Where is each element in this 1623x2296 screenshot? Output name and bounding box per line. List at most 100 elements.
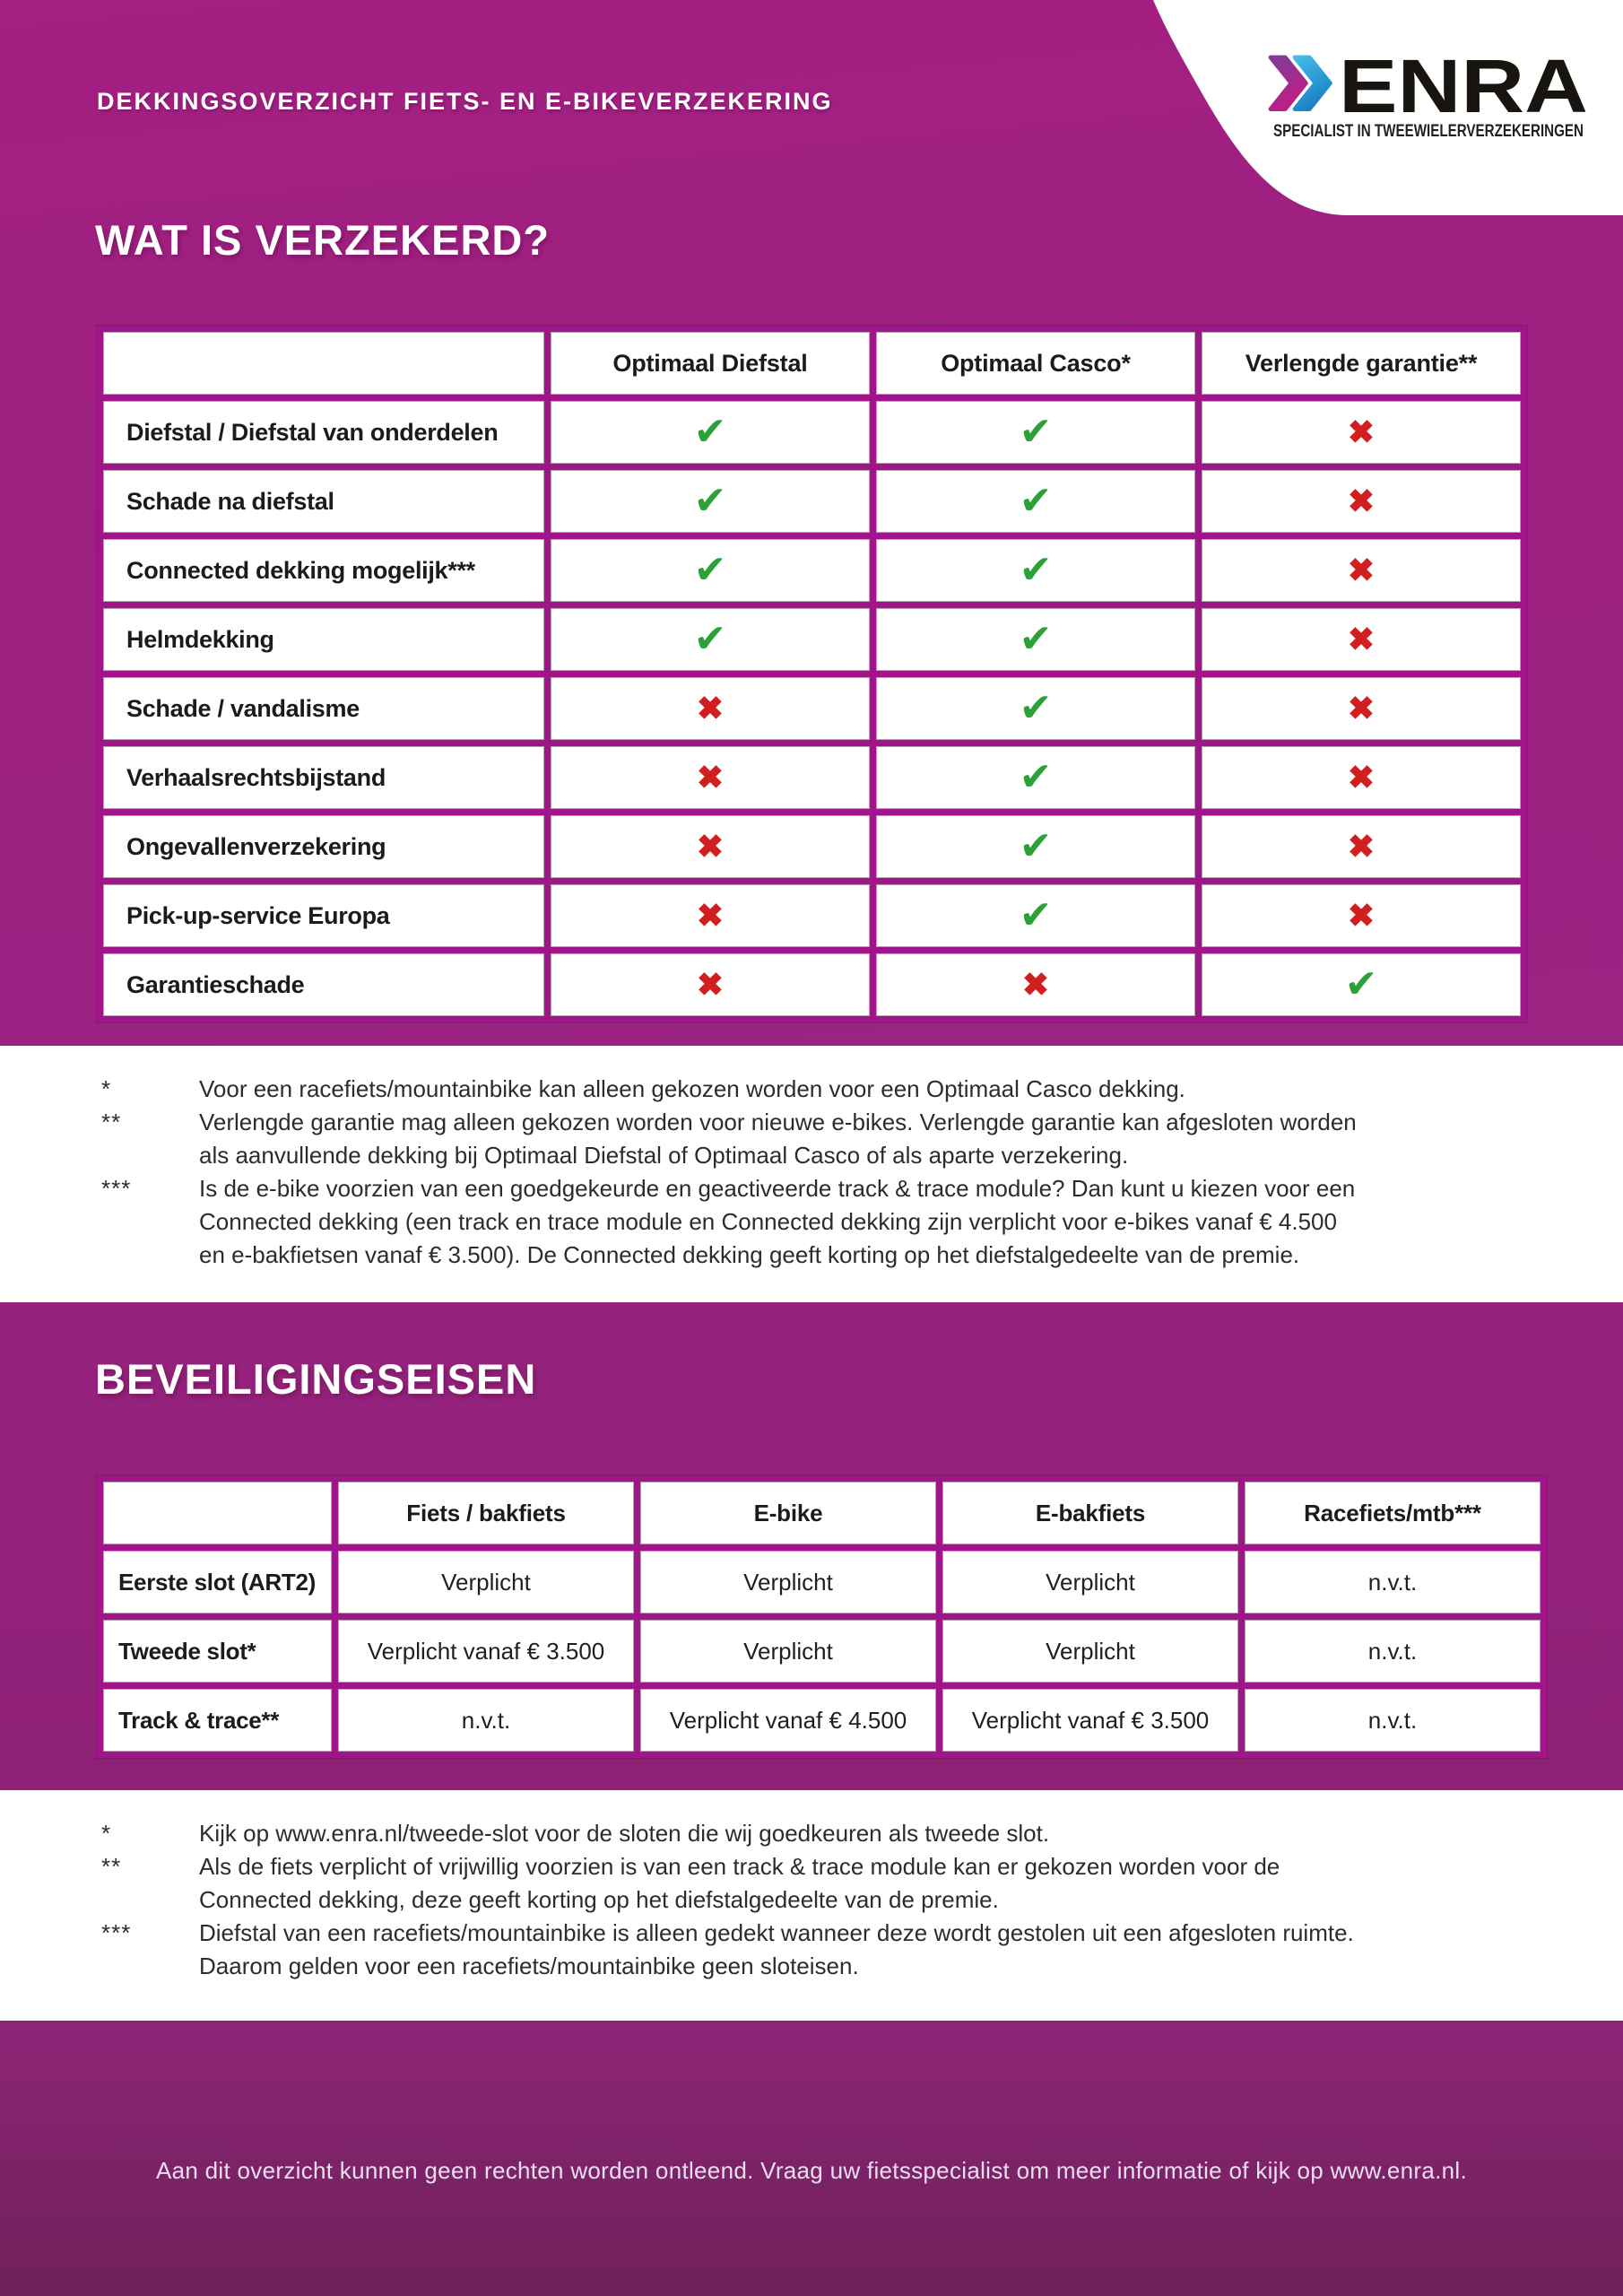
cross-icon: ✖	[696, 690, 725, 726]
check-icon: ✔	[1019, 755, 1053, 799]
cross-icon: ✖	[1347, 552, 1376, 588]
check-icon: ✔	[693, 548, 727, 592]
cross-icon: ✖	[1347, 897, 1376, 934]
coverage-row-label: Ongevallenverzekering	[103, 815, 544, 878]
footnote-marker: ***	[101, 1919, 132, 1946]
cross-icon: ✖	[1021, 966, 1050, 1003]
footnotes-section-1: * Voor een racefiets/mountainbike kan al…	[0, 1073, 1623, 1272]
section1-heading: WAT IS VERZEKERD?	[95, 216, 551, 264]
security-cell: n.v.t.	[338, 1689, 634, 1752]
coverage-cell: ✖	[1202, 746, 1521, 809]
footnote-marker: ***	[101, 1175, 132, 1202]
cross-icon: ✖	[1347, 828, 1376, 865]
coverage-column-header: Optimaal Casco*	[876, 332, 1195, 395]
coverage-row-label: Helmdekking	[103, 608, 544, 671]
coverage-cell: ✖	[551, 746, 870, 809]
coverage-cell: ✖	[1202, 401, 1521, 464]
coverage-cell: ✔	[551, 470, 870, 533]
check-icon: ✔	[1019, 686, 1053, 730]
coverage-cell: ✖	[1202, 677, 1521, 740]
white-corner-shape	[1153, 0, 1623, 215]
footnote: *** Diefstal van een racefiets/mountainb…	[0, 1917, 1623, 1983]
security-table: Fiets / bakfiets E-bike E-bakfiets Racef…	[97, 1475, 1547, 1758]
footnote-text: Diefstal van een racefiets/mountainbike …	[199, 1919, 1354, 1979]
security-column-header: Racefiets/mtb***	[1245, 1482, 1541, 1544]
coverage-cell: ✔	[876, 746, 1195, 809]
security-cell: Verplicht	[640, 1620, 936, 1683]
coverage-cell: ✔	[876, 401, 1195, 464]
footer-band	[0, 2021, 1623, 2296]
security-row-label: Tweede slot*	[103, 1620, 332, 1683]
cross-icon: ✖	[696, 759, 725, 796]
footnotes-band-2	[0, 1790, 1623, 2021]
check-icon: ✔	[693, 479, 727, 523]
check-icon: ✔	[1019, 479, 1053, 523]
coverage-cell: ✔	[876, 815, 1195, 878]
footnote-marker: *	[101, 1820, 112, 1847]
coverage-cell: ✖	[551, 884, 870, 947]
cross-icon: ✖	[696, 966, 725, 1003]
security-column-header: E-bakfiets	[942, 1482, 1238, 1544]
coverage-cell: ✖	[551, 815, 870, 878]
coverage-cell: ✔	[876, 677, 1195, 740]
footnote: * Kijk op www.enra.nl/tweede-slot voor d…	[0, 1817, 1623, 1850]
footnote: * Voor een racefiets/mountainbike kan al…	[0, 1073, 1623, 1106]
cross-icon: ✖	[1347, 413, 1376, 450]
logo-tagline: SPECIALIST IN TWEEWIELERVERZEKERINGEN	[1273, 122, 1584, 141]
cross-icon: ✖	[696, 828, 725, 865]
footnote-marker: *	[101, 1075, 112, 1102]
footnote-text: Verlengde garantie mag alleen gekozen wo…	[199, 1109, 1357, 1169]
footnote: ** Als de fiets verplicht of vrijwillig …	[0, 1850, 1623, 1917]
coverage-cell: ✖	[876, 953, 1195, 1016]
footnote-text: Als de fiets verplicht of vrijwillig voo…	[199, 1853, 1280, 1913]
footnote-text: Kijk op www.enra.nl/tweede-slot voor de …	[199, 1820, 1050, 1847]
coverage-cell: ✔	[876, 608, 1195, 671]
coverage-cell: ✖	[1202, 470, 1521, 533]
check-icon: ✔	[1019, 548, 1053, 592]
coverage-table: Optimaal Diefstal Optimaal Casco* Verlen…	[97, 326, 1527, 1022]
coverage-row-label: Diefstal / Diefstal van onderdelen	[103, 401, 544, 464]
document-title: DEKKINGSOVERZICHT FIETS- EN E-BIKEVERZEK…	[97, 88, 833, 115]
security-table-corner-cell	[103, 1482, 332, 1544]
footer-disclaimer: Aan dit overzicht kunnen geen rechten wo…	[155, 2157, 1468, 2184]
coverage-row-label: Pick-up-service Europa	[103, 884, 544, 947]
check-icon: ✔	[693, 617, 727, 661]
coverage-column-header: Optimaal Diefstal	[551, 332, 870, 395]
footnote-text: Is de e-bike voorzien van een goedgekeur…	[199, 1175, 1356, 1268]
security-row-label: Eerste slot (ART2)	[103, 1551, 332, 1613]
security-cell: Verplicht vanaf € 4.500	[640, 1689, 936, 1752]
check-icon: ✔	[693, 410, 727, 454]
footnotes-section-2: * Kijk op www.enra.nl/tweede-slot voor d…	[0, 1817, 1623, 1983]
security-cell: n.v.t.	[1245, 1620, 1541, 1683]
coverage-row-label: Schade na diefstal	[103, 470, 544, 533]
coverage-cell: ✖	[1202, 884, 1521, 947]
security-column-header: Fiets / bakfiets	[338, 1482, 634, 1544]
security-cell: n.v.t.	[1245, 1551, 1541, 1613]
chevron-right-icon	[1292, 55, 1332, 112]
coverage-cell: ✔	[1202, 953, 1521, 1016]
cross-icon: ✖	[1347, 690, 1376, 726]
coverage-cell: ✖	[1202, 539, 1521, 602]
footnote: *** Is de e-bike voorzien van een goedge…	[0, 1172, 1623, 1272]
check-icon: ✔	[1019, 824, 1053, 868]
enra-logo: ENRA SPECIALIST IN TWEEWIELERVERZEKERING…	[1153, 0, 1623, 215]
security-cell: Verplicht	[640, 1551, 936, 1613]
check-icon: ✔	[1019, 617, 1053, 661]
security-cell: Verplicht vanaf € 3.500	[942, 1689, 1238, 1752]
coverage-cell: ✖	[551, 953, 870, 1016]
cross-icon: ✖	[696, 897, 725, 934]
coverage-cell: ✖	[1202, 608, 1521, 671]
footnote-text: Voor een racefiets/mountainbike kan alle…	[199, 1075, 1185, 1102]
cross-icon: ✖	[1347, 483, 1376, 519]
security-cell: Verplicht	[942, 1551, 1238, 1613]
security-column-header: E-bike	[640, 1482, 936, 1544]
chevron-right-icon	[1268, 55, 1308, 112]
footnote-marker: **	[101, 1853, 122, 1880]
check-icon: ✔	[1019, 410, 1053, 454]
logo-wordmark: ENRA	[1339, 44, 1588, 128]
security-cell: Verplicht	[338, 1551, 634, 1613]
security-cell: Verplicht	[942, 1620, 1238, 1683]
cross-icon: ✖	[1347, 759, 1376, 796]
footnotes-band-1	[0, 1046, 1623, 1302]
